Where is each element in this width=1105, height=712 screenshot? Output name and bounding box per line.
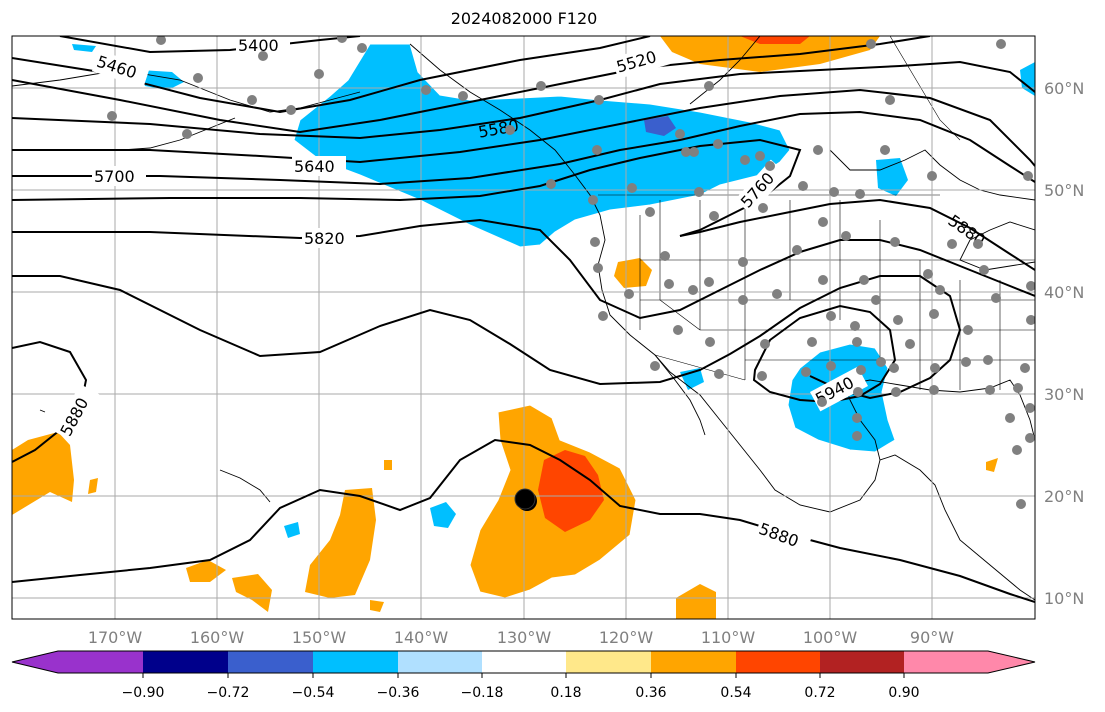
map-title: 2024082000 F120 <box>450 9 598 28</box>
lon-label: 140°W <box>394 628 449 647</box>
contour-label: 5820 <box>304 229 345 248</box>
colorbar-tick-label: −0.36 <box>377 685 420 701</box>
colorbar-swatch-4 <box>313 651 398 673</box>
longitude-axis: 170°W 160°W 150°W 140°W 130°W 120°W 110°… <box>88 628 954 647</box>
negative-anomaly-pacific-b <box>430 502 456 528</box>
positive-anomaly-small-c <box>370 600 384 612</box>
state-borders <box>598 36 1035 390</box>
colorbar-swatch-7 <box>566 651 651 673</box>
positive-anomaly-south <box>676 584 716 619</box>
contour-label: 5400 <box>238 36 279 55</box>
lon-label: 110°W <box>701 628 756 647</box>
lon-label: 130°W <box>497 628 552 647</box>
contour-5640 <box>12 88 1035 167</box>
colorbar-swatch-1 <box>58 651 143 673</box>
contour-label: 5700 <box>94 167 135 186</box>
contour-5400 <box>59 36 361 54</box>
lon-label: 100°W <box>803 628 858 647</box>
contour-5820 <box>12 218 1035 320</box>
colorbar-outline <box>11 650 1036 674</box>
colorbar-swatch-12 <box>988 651 1035 673</box>
lat-label: 60°N <box>1044 79 1084 98</box>
lat-label: 20°N <box>1044 487 1084 506</box>
graticule <box>12 36 1035 619</box>
colorbar-swatch-10 <box>820 651 904 673</box>
colorbar-swatch-2 <box>143 651 228 673</box>
colorbar-tick-label: 0.36 <box>635 685 666 701</box>
contour-5760 <box>12 138 802 237</box>
colorbar-tick-label: −0.72 <box>207 685 250 701</box>
negative-anomaly-midwest <box>876 158 908 196</box>
contour-5520 <box>12 36 931 134</box>
colorbar-swatch-8 <box>651 651 736 673</box>
contour-5880-south <box>12 438 1035 603</box>
positive-anomaly-hawaii-islet <box>88 478 98 494</box>
colorbar-swatch-5 <box>398 651 482 673</box>
negative-anomaly-bering-small <box>72 44 96 52</box>
latitude-axis: 60°N 50°N 40°N 30°N 20°N 10°N <box>1044 79 1084 608</box>
contour-5580 <box>12 60 1035 140</box>
strong-positive-anomaly-north <box>740 36 810 44</box>
lon-label: 90°W <box>910 628 954 647</box>
tropical-cyclone-marker <box>514 488 537 511</box>
colorbar-swatch-3 <box>228 651 313 673</box>
contour-label: 5640 <box>294 157 335 176</box>
colorbar-tick-label: −0.90 <box>122 685 165 701</box>
strong-negative-anomaly <box>644 116 676 136</box>
colorbar-tick-label: −0.54 <box>292 685 335 701</box>
contour-5700 <box>12 110 1035 186</box>
lon-label: 150°W <box>292 628 347 647</box>
positive-anomaly-small-d <box>384 460 392 470</box>
colorbar-tick-label: 0.18 <box>550 685 581 701</box>
positive-anomaly-west-pacific <box>12 432 74 515</box>
lon-label: 170°W <box>88 628 143 647</box>
station-markers <box>107 36 1035 509</box>
lat-label: 30°N <box>1044 385 1084 404</box>
positive-anomaly-gulf-islet <box>986 458 998 472</box>
strong-positive-anomaly <box>538 450 604 532</box>
lon-label: 120°W <box>599 628 654 647</box>
colorbar-swatch-0 <box>12 651 58 673</box>
positive-anomaly-small-b <box>232 574 272 612</box>
colorbar: −0.90 −0.72 −0.54 −0.36 −0.18 0.18 0.36 … <box>11 650 1036 701</box>
lat-label: 10°N <box>1044 589 1084 608</box>
contour-5880-north <box>12 275 962 400</box>
colorbar-tick-label: 0.54 <box>720 685 751 701</box>
lat-label: 50°N <box>1044 181 1084 200</box>
colorbar-tick-label: 0.90 <box>888 685 919 701</box>
colorbar-swatch-11 <box>904 651 988 673</box>
negative-anomaly-pacific-a <box>284 522 300 538</box>
lat-label: 40°N <box>1044 283 1084 302</box>
contour-5760-east <box>679 198 1035 271</box>
positive-anomaly-california <box>614 258 652 288</box>
colorbar-swatch-6 <box>482 651 566 673</box>
positive-anomaly-central <box>305 488 376 598</box>
positive-anomaly-small-a <box>186 560 226 582</box>
height-contours <box>12 36 1035 603</box>
colorbar-tick-label: 0.72 <box>804 685 835 701</box>
lon-label: 160°W <box>190 628 245 647</box>
colorbar-tick-label: −0.18 <box>461 685 504 701</box>
positive-anomaly-north <box>660 36 880 72</box>
map-frame <box>11 35 1036 620</box>
colorbar-swatch-9 <box>736 651 820 673</box>
contour-5940 <box>752 304 897 404</box>
